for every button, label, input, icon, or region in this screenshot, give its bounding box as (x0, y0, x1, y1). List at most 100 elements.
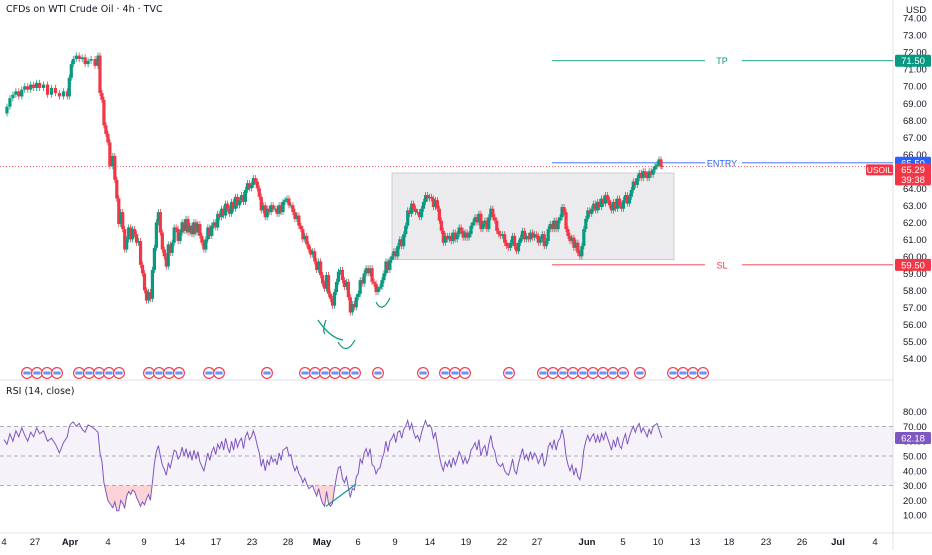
candle-body (146, 292, 151, 301)
candle-body (542, 234, 546, 247)
event-marker-icon (609, 371, 617, 375)
candle-body (623, 195, 627, 201)
candle-body (190, 225, 194, 235)
candle-body (417, 212, 422, 218)
time-tick-label: 27 (532, 537, 543, 548)
candle-body (544, 241, 548, 247)
candle-body (619, 205, 624, 209)
candle-body (660, 166, 664, 167)
candle-body (134, 234, 139, 243)
candle-body (475, 217, 479, 223)
candle-body (481, 224, 485, 230)
candle-body (332, 292, 337, 306)
candle-body (398, 239, 402, 247)
price-tick-label: 59.00 (903, 269, 927, 280)
candle-body (611, 201, 616, 211)
candle-body (178, 232, 182, 242)
candle-body (421, 201, 426, 209)
candle-body (291, 205, 295, 213)
candle-body (507, 246, 511, 248)
candle-body (313, 251, 317, 262)
consolidation-box (391, 172, 675, 261)
candle-body (360, 280, 364, 284)
event-marker-icon (43, 371, 51, 375)
time-tick-label: 23 (247, 537, 258, 548)
candle-body (267, 208, 271, 213)
candle-body (235, 196, 240, 206)
candle-body (376, 288, 380, 293)
hand-drawn-stroke (375, 297, 391, 308)
candle-body (184, 218, 188, 231)
price-tick-label: 68.00 (903, 116, 927, 127)
event-marker-icon (636, 371, 644, 375)
candle-body (65, 91, 69, 97)
candle-body (584, 218, 588, 230)
candle-body (404, 225, 408, 235)
candle-body (324, 275, 329, 289)
time-tick-label: 27 (30, 537, 41, 548)
candle-body (20, 89, 24, 97)
candle-body (449, 235, 453, 242)
candle-body (594, 203, 598, 211)
candle-body (412, 203, 416, 209)
candle-body (154, 222, 158, 248)
candle-body (348, 297, 352, 313)
candle-body (123, 229, 127, 250)
candle-body (354, 297, 358, 308)
candle-body (560, 207, 564, 218)
candle-body (493, 217, 497, 221)
candle-body (231, 201, 236, 209)
candle-body (631, 181, 635, 190)
event-marker-icon (105, 371, 113, 375)
candle-body (311, 251, 315, 255)
price-tick-label: 71.00 (903, 65, 927, 76)
candle-body (133, 229, 137, 235)
candle-body (257, 188, 261, 197)
rsi-badge (895, 431, 931, 444)
candle-body (275, 208, 279, 214)
candle-body (226, 203, 230, 209)
candle-body (218, 213, 222, 218)
candle-body (319, 261, 323, 276)
candle-body (429, 196, 434, 199)
candle-body (303, 235, 307, 240)
candle-body (390, 256, 394, 260)
hand-drawn-stroke (317, 319, 344, 341)
candle-body (386, 261, 390, 270)
candle-body (338, 269, 343, 272)
candle-body (588, 210, 592, 214)
candle-body (220, 208, 224, 218)
candle-body (160, 232, 164, 250)
currency-label[interactable]: USD (906, 5, 927, 16)
price-tick-label: 54.00 (903, 354, 927, 365)
price-tick-label: 55.00 (903, 337, 927, 348)
candle-body (659, 159, 663, 167)
candle-body (598, 201, 602, 208)
price-tick-label: 66.00 (903, 150, 927, 161)
candle-body (115, 179, 119, 199)
candle-body (96, 55, 100, 66)
candle-body (74, 55, 78, 60)
time-tick-label: 4 (105, 537, 110, 548)
candle-body (200, 235, 204, 243)
symbol-tag-label: USOIL (867, 165, 893, 175)
event-marker-icon (441, 371, 449, 375)
candle-body (380, 280, 384, 287)
candle-body (368, 268, 372, 274)
candle-body (344, 281, 348, 287)
candle-body (356, 293, 360, 298)
candle-body (657, 159, 661, 165)
candle-body (208, 227, 212, 236)
candle-body (186, 218, 190, 233)
price-tick-label: 69.00 (903, 99, 927, 110)
time-tick-label: 14 (175, 537, 186, 548)
candle-body (71, 59, 75, 65)
candle-body (271, 205, 275, 209)
candle-body (635, 178, 639, 185)
event-marker-icon (539, 371, 547, 375)
candle-body (342, 280, 346, 287)
candle-body (532, 234, 536, 238)
candle-body (334, 281, 339, 293)
candle-body (150, 269, 155, 299)
